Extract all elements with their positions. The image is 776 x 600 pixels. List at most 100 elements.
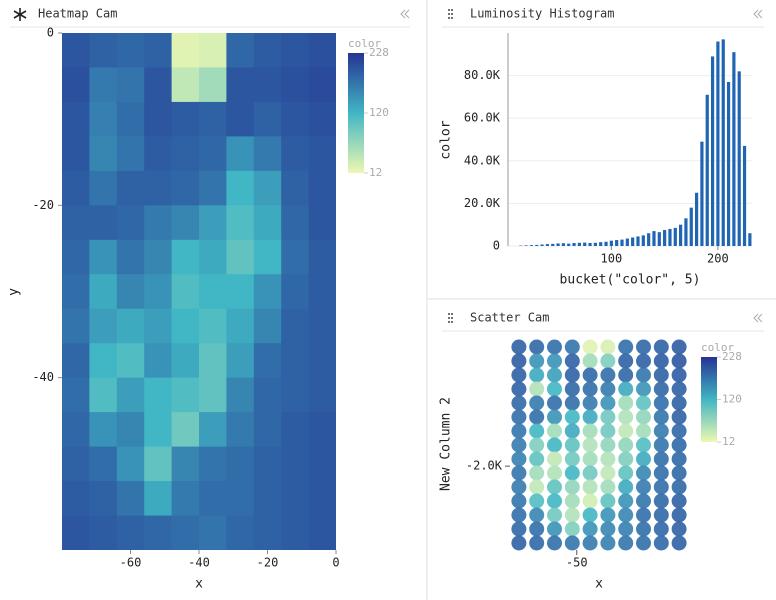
scatter-point (564, 381, 580, 397)
collapse-icon[interactable] (757, 313, 763, 323)
bar (615, 240, 619, 246)
heat-cell (62, 67, 90, 103)
heat-cell (308, 136, 336, 172)
bar (673, 227, 677, 246)
collapse-icon[interactable] (753, 9, 759, 19)
heat-cell (253, 170, 282, 206)
scatter-point (564, 367, 580, 383)
grip-icon[interactable] (448, 9, 453, 19)
heat-cell (144, 446, 173, 482)
heat-cell (253, 308, 282, 344)
heat-cell (281, 239, 310, 275)
scatter-point (511, 437, 527, 453)
scatter-point (547, 353, 562, 369)
scatter-point (636, 493, 651, 509)
heat-cell (171, 205, 200, 241)
heat-cell (226, 239, 255, 275)
heat-cell (89, 515, 118, 550)
heat-cell (226, 377, 255, 413)
heat-cell (62, 481, 90, 517)
heat-cell (62, 412, 90, 448)
heat-cell (144, 308, 173, 344)
scatter-point (618, 395, 634, 411)
heat-cell (281, 377, 310, 413)
heat-cell (89, 136, 118, 172)
heat-cell (308, 343, 336, 379)
x-tick-label: 100 (601, 252, 623, 266)
heat-cell (62, 377, 90, 413)
scatter-point (636, 479, 651, 495)
y-tick-label: -20 (32, 198, 54, 212)
scatter-point (636, 521, 651, 537)
scatter-point (582, 479, 598, 495)
heat-cell (62, 515, 90, 550)
scatter-point (511, 521, 527, 537)
heat-cell (226, 274, 255, 310)
heat-cell (281, 515, 310, 550)
scatter-point (582, 507, 598, 523)
scatter-point (600, 367, 616, 383)
bar (540, 244, 544, 246)
heat-cell (62, 343, 90, 379)
bar (652, 231, 656, 246)
x-tick-label: 0 (332, 556, 339, 570)
heat-cell (144, 377, 173, 413)
heat-cell (281, 67, 310, 103)
heat-cell (253, 101, 282, 137)
scatter-point (653, 437, 669, 453)
heat-cell (253, 274, 282, 310)
collapse-icon[interactable] (404, 9, 410, 19)
scatter-point (529, 381, 545, 397)
scatter-point (671, 437, 687, 453)
scatter-point (636, 465, 651, 481)
scatter-point (636, 367, 651, 383)
heat-cell (199, 377, 227, 413)
scatter-point (636, 535, 651, 551)
heat-cell (199, 515, 227, 550)
y-tick-label: -40 (32, 370, 54, 384)
scatter-point (529, 353, 545, 369)
colorbar-tick-label: 120 (369, 106, 389, 119)
collapse-icon[interactable] (757, 9, 763, 19)
bar (583, 242, 587, 246)
heat-cell (199, 239, 227, 275)
heat-cell (308, 377, 336, 413)
heat-cell (144, 343, 173, 379)
heat-cell (281, 446, 310, 482)
scatter-point (653, 465, 669, 481)
heat-cell (62, 136, 90, 172)
collapse-icon[interactable] (753, 313, 759, 323)
scatter-point (547, 395, 562, 411)
scatter-point (511, 423, 527, 439)
heat-cell (89, 67, 118, 103)
scatter-point (529, 507, 545, 523)
scatter-point (547, 451, 562, 467)
heat-cell (89, 33, 118, 68)
scatter-point (511, 493, 527, 509)
grip-icon[interactable] (448, 313, 453, 323)
heat-cell (116, 67, 145, 103)
scatter-point (653, 409, 669, 425)
scatter-point (671, 423, 687, 439)
scatter-point (547, 507, 562, 523)
collapse-icon[interactable] (400, 9, 406, 19)
scatter-point (582, 451, 598, 467)
heat-cell (171, 343, 200, 379)
heat-cell (89, 481, 118, 517)
scatter-point (511, 465, 527, 481)
bar (545, 244, 550, 246)
scatter-point (529, 493, 545, 509)
heat-cell (89, 205, 118, 241)
heat-cell (308, 274, 336, 310)
scatter-point (547, 521, 562, 537)
heat-cell (144, 33, 173, 68)
scatter-point (671, 395, 687, 411)
panel-title: Heatmap Cam (38, 7, 117, 21)
heat-cell (253, 205, 282, 241)
bar (631, 237, 635, 246)
colorbar-tick-label: 228 (722, 350, 742, 363)
scatter-point (582, 409, 598, 425)
scatter-point (582, 381, 598, 397)
heat-cell (171, 33, 200, 68)
icon-asterisk[interactable] (13, 8, 27, 21)
